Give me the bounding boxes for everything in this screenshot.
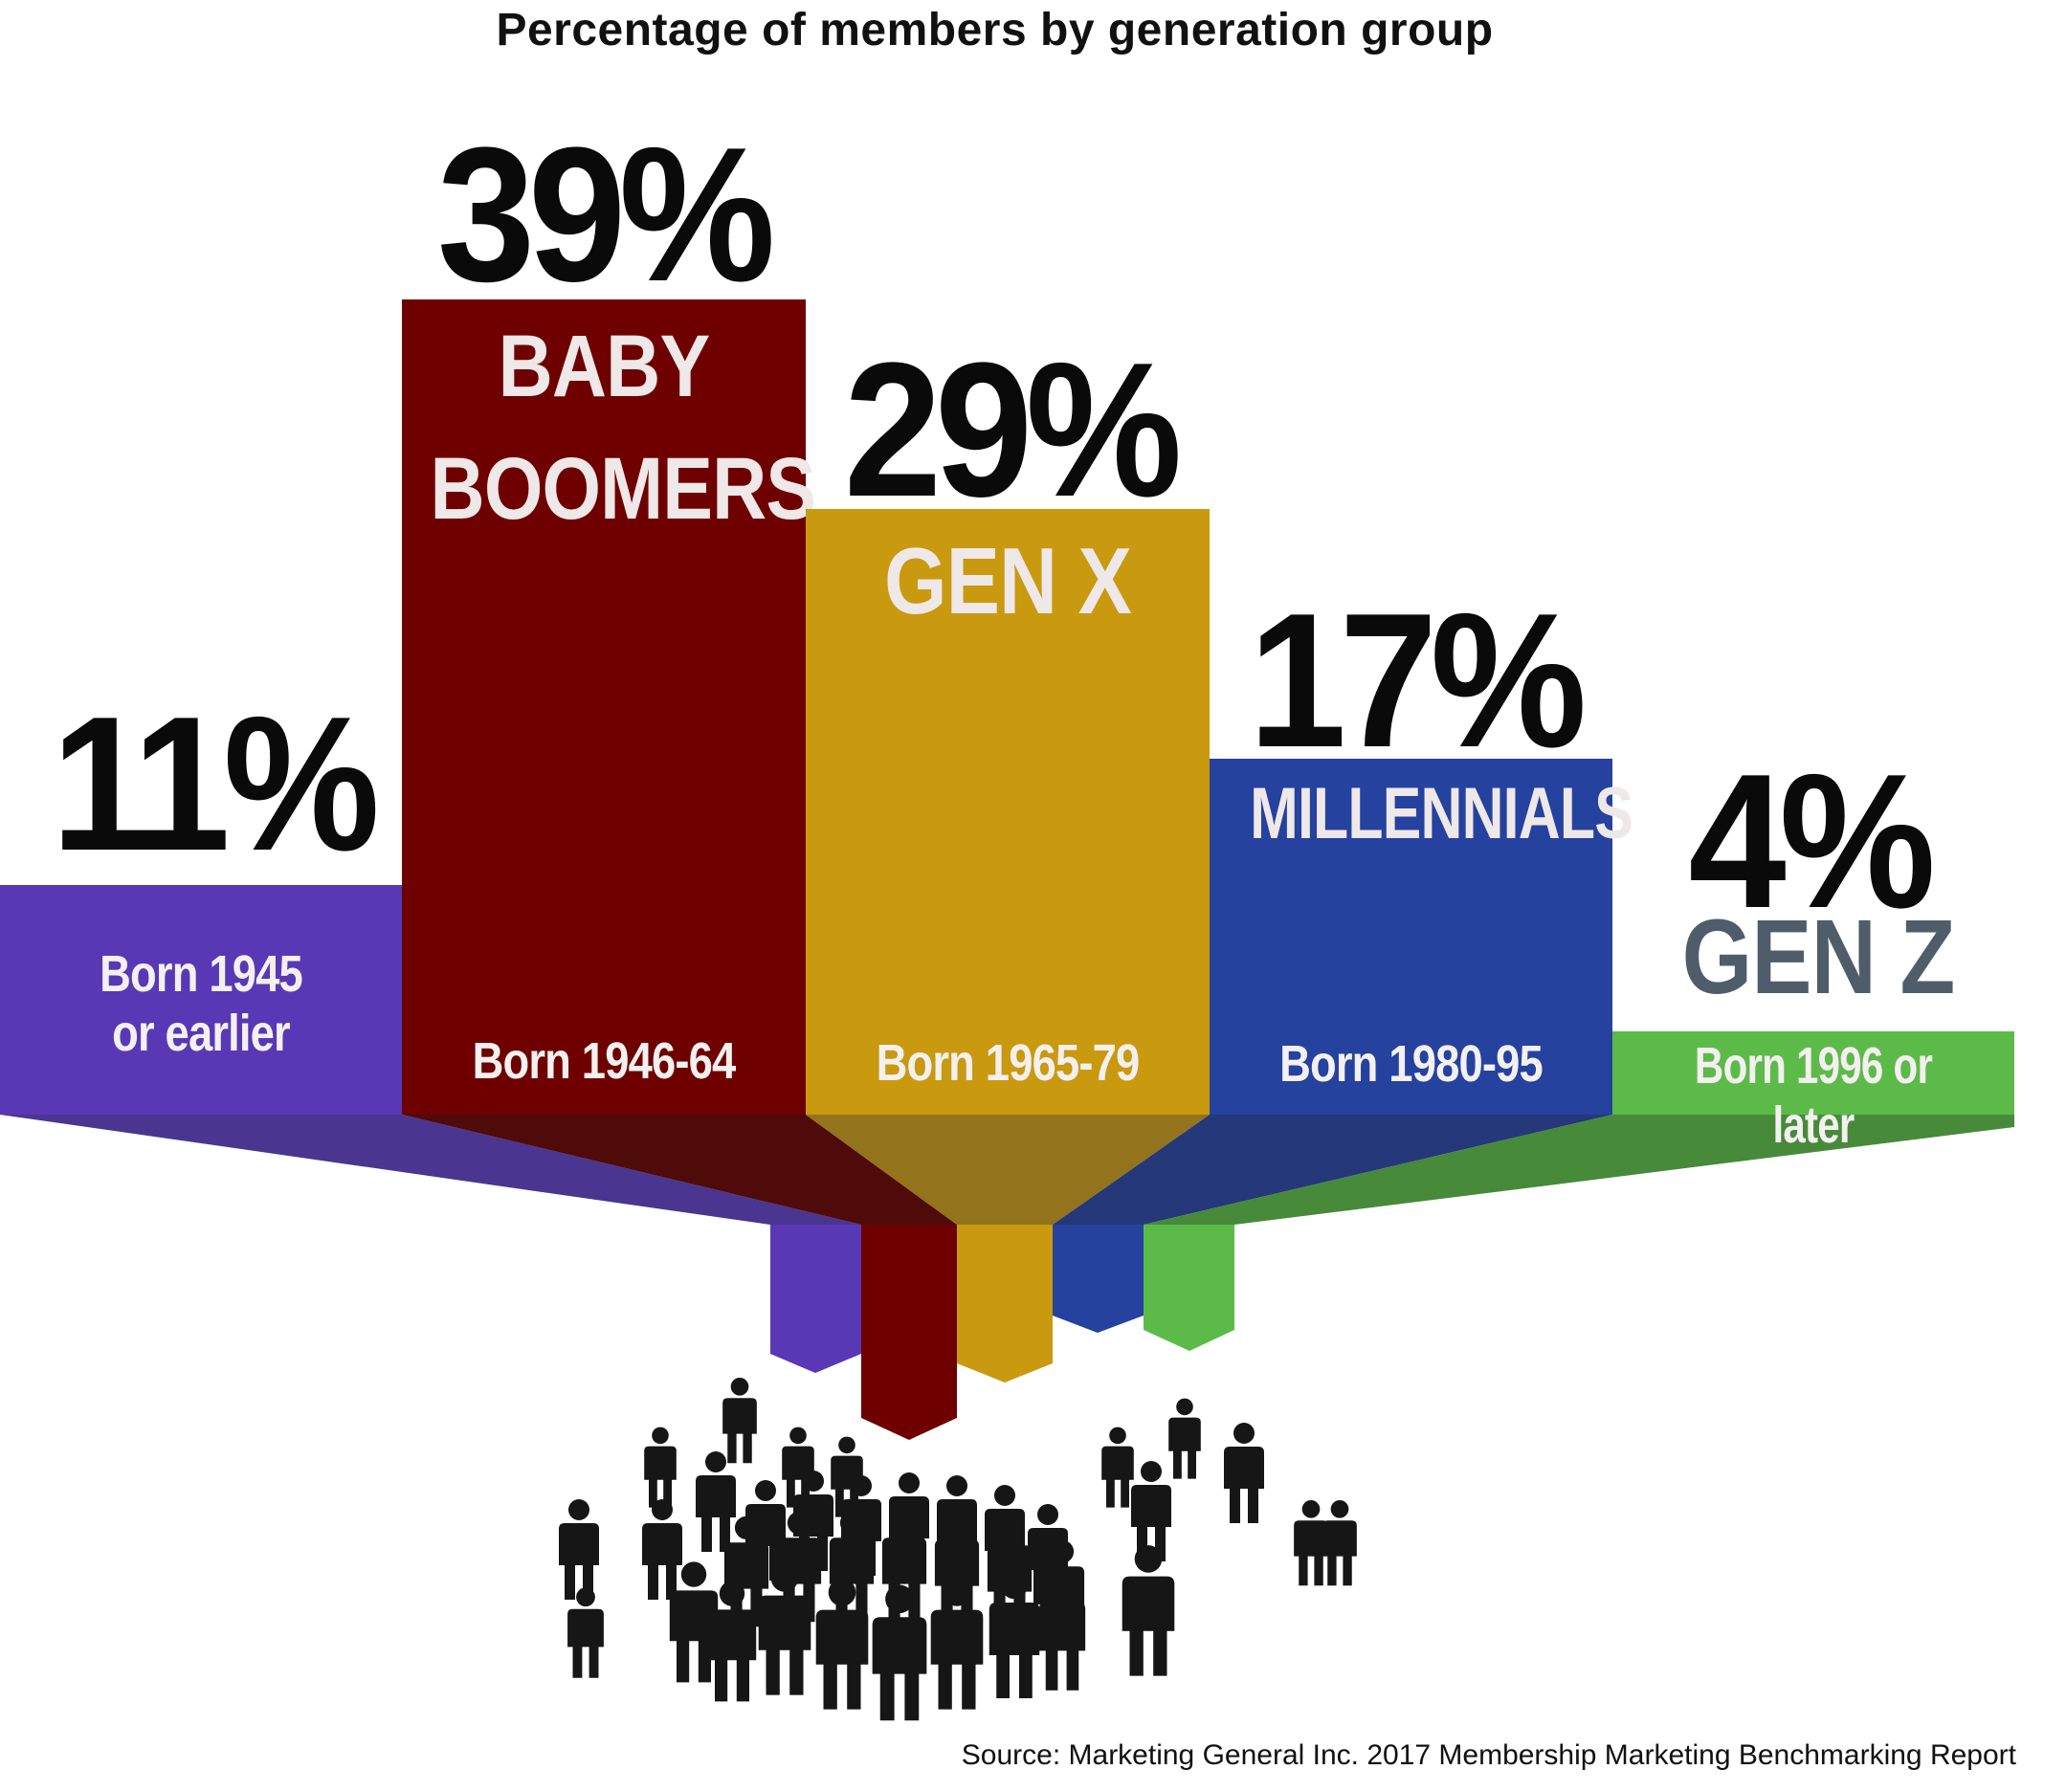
drip-purple [770,1225,861,1373]
funnel-shadow-red [402,1115,957,1225]
percent-label-11: 11% [51,677,380,891]
funnel-shadow-green [1144,1115,2014,1225]
drip-gold [957,1225,1053,1383]
bar-millennials: MILLENNIALS Born 1980-95 [1210,759,1633,1115]
drip-green [1144,1225,1234,1351]
bar-pre-1945: Born 1945 or earlier [0,885,402,1115]
generation-label-boomers: BOOMERS [430,440,817,538]
funnel-shadow-purple [0,1115,861,1225]
bar-baby-boomers: BABY BOOMERS Born 1946-64 [402,299,817,1115]
born-label-gen-z: Born 1996 or later [1694,1037,1933,1155]
generation-label-gen-x: GEN X [884,528,1132,633]
percent-label-4: 4% [1688,735,1936,948]
funnel-shadow-gold [806,1115,1210,1225]
born-label-gen-x: Born 1965-79 [876,1034,1141,1092]
generation-label-millennials: MILLENNIALS [1250,773,1633,854]
crowd-icon [559,1377,1357,1721]
funnel-shadow-blue [1053,1115,1612,1225]
bar-gen-x: GEN X Born 1965-79 [806,509,1210,1115]
chart-title: Percentage of members by generation grou… [496,5,1494,55]
percent-label-39: 39% [436,108,776,321]
generation-label-baby: BABY [498,318,711,415]
born-label-pre-1945: Born 1945 [100,945,303,1003]
drip-blue [1053,1225,1144,1333]
born-label-boomers: Born 1946-64 [472,1032,737,1090]
bar-gen-z: Born 1996 or later [1612,1031,2014,1154]
source-note: Source: Marketing General Inc. 2017 Memb… [961,1739,2016,1771]
generation-label-gen-z: GEN Z [1681,898,1956,1016]
born-label-pre-1945-line2: or earlier [112,1005,291,1062]
born-label-millennials: Born 1980-95 [1279,1035,1544,1093]
percent-label-29: 29% [843,323,1183,537]
drip-red [861,1225,957,1440]
percent-label-17: 17% [1248,574,1588,787]
